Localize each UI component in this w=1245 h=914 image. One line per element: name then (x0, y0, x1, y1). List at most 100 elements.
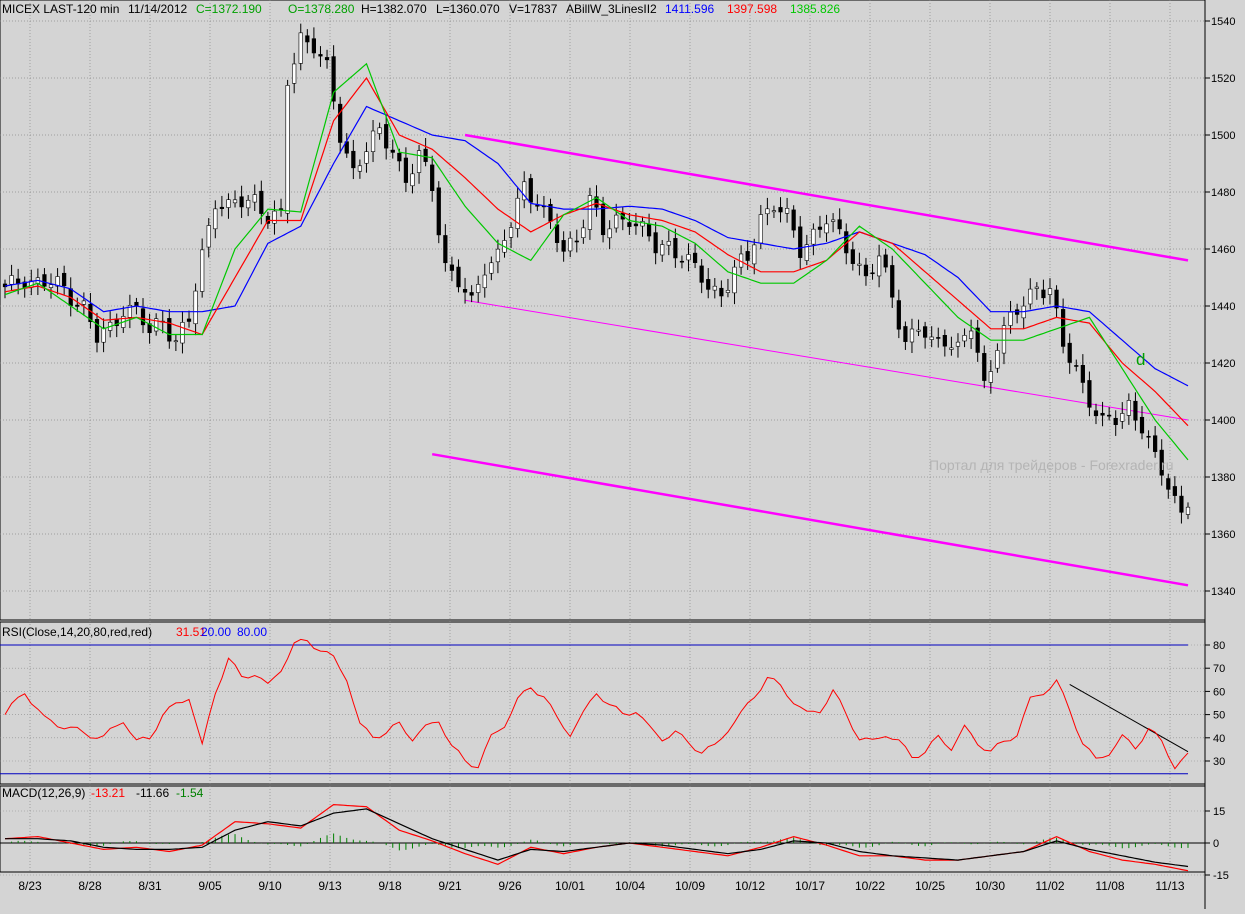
candle-body (528, 178, 533, 203)
candle-body (1120, 413, 1125, 422)
price-tick-label: 1400 (1211, 415, 1235, 427)
candle-body (298, 32, 303, 64)
candle-body (272, 210, 277, 224)
candle-body (653, 232, 658, 254)
rsi-label: RSI(Close,14,20,80,red,red) (2, 625, 152, 639)
candle-body (515, 197, 520, 229)
candle-body (180, 322, 185, 344)
rsi-tick-label: 30 (1213, 756, 1225, 768)
candle-body (390, 149, 395, 153)
candle-body (62, 272, 67, 287)
rsi-low-level: 20.00 (201, 625, 231, 639)
candle-body (456, 266, 461, 288)
candle-body (627, 222, 632, 227)
rsi-tick-label: 70 (1213, 663, 1225, 675)
candle-body (167, 318, 172, 342)
candle-body (660, 244, 665, 256)
candle-body (686, 254, 691, 261)
candle-body (200, 249, 205, 292)
candle-body (213, 208, 218, 230)
x-tick-label: 9/26 (498, 879, 522, 893)
candle-body (94, 319, 100, 343)
watermark-text: Портал для трейдеров - Forexrader.ru (929, 457, 1173, 473)
candle-body (949, 347, 954, 350)
x-tick-label: 10/17 (795, 879, 825, 893)
candle-body (436, 187, 441, 236)
candle-body (416, 150, 422, 173)
candle-body (725, 290, 731, 293)
candle-body (587, 195, 593, 230)
candle-body (522, 181, 527, 201)
candle-body (561, 240, 566, 252)
candle-body (75, 304, 80, 307)
price-tick-label: 1360 (1211, 529, 1235, 541)
candle-body (1133, 400, 1138, 421)
x-tick-label: 10/25 (915, 879, 945, 893)
candle-body (265, 215, 270, 224)
candle-body (1139, 416, 1145, 434)
candle-body (969, 330, 974, 339)
candle-body (640, 221, 645, 227)
candle-body (633, 223, 639, 227)
macd-hist-value: -1.54 (176, 786, 204, 800)
candle-body (679, 260, 685, 263)
candle-body (449, 264, 455, 271)
candle-body (42, 274, 47, 287)
candle-body (594, 196, 599, 208)
candle-body (410, 173, 415, 187)
candle-body (206, 225, 211, 248)
candle-body (489, 262, 494, 274)
candle-body (863, 264, 869, 277)
channel-line (431, 452, 1189, 587)
candle-body (962, 335, 967, 342)
candle-body (988, 371, 993, 383)
candle-body (975, 327, 980, 353)
indicator-green-value: 1385.826 (790, 2, 840, 16)
candle-body (423, 148, 428, 162)
close-value: C=1372.190 (196, 2, 262, 16)
candle-body (614, 214, 619, 229)
x-tick-label: 10/04 (615, 879, 645, 893)
candle-body (482, 274, 487, 289)
candle-body (186, 318, 192, 322)
x-tick-label: 10/01 (555, 879, 585, 893)
candle-body (469, 292, 474, 296)
candle-body (765, 208, 770, 215)
x-tick-label: 9/05 (198, 879, 222, 893)
candle-body (357, 165, 363, 172)
rsi-trendline (1069, 684, 1189, 753)
candle-body (430, 164, 435, 191)
candle-body (1172, 486, 1177, 496)
candle-body (403, 157, 409, 183)
candle-body (811, 228, 816, 245)
candle-body (331, 56, 336, 102)
rsi-tick-label: 40 (1213, 733, 1225, 745)
candle-body (1185, 506, 1191, 515)
candle-body (305, 35, 310, 43)
candle-body (1166, 478, 1171, 490)
candle-body (324, 57, 330, 61)
candle-body (752, 244, 757, 265)
candle-body (646, 223, 652, 237)
candle-body (916, 329, 921, 332)
x-tick-label: 10/12 (735, 879, 765, 893)
candle-body (574, 240, 579, 243)
candle-body (1028, 288, 1033, 305)
price-tick-label: 1440 (1211, 301, 1235, 313)
candle-body (1153, 435, 1158, 452)
macd-signal-value: -11.66 (136, 786, 169, 800)
candle-body (285, 85, 290, 214)
macd-value: -13.21 (91, 786, 125, 800)
candle-body (384, 124, 389, 149)
wave-annotation: d (1136, 350, 1145, 369)
symbol-label: MICEX LAST-120 min (2, 2, 119, 16)
candle-body (232, 199, 238, 204)
candle-body (817, 226, 823, 230)
candle-body (929, 336, 934, 340)
candle-body (1054, 289, 1059, 309)
candle-body (798, 226, 803, 258)
x-tick-label: 10/30 (975, 879, 1005, 893)
